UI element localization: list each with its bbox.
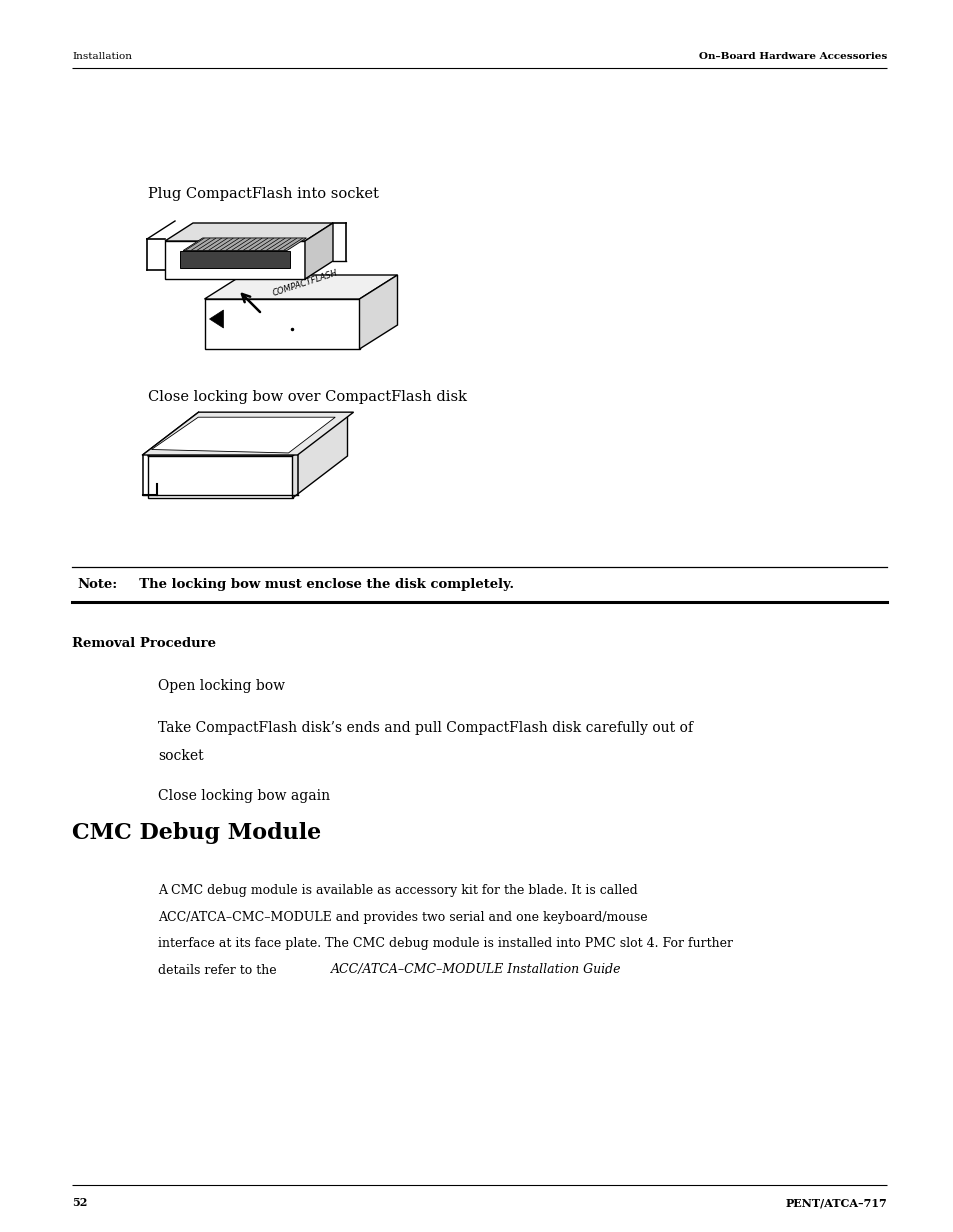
Text: COMPACTFLASH: COMPACTFLASH — [272, 269, 338, 298]
Text: Open locking bow: Open locking bow — [158, 679, 285, 692]
Text: 52: 52 — [71, 1198, 88, 1209]
Polygon shape — [165, 241, 305, 278]
Text: ACC/ATCA–CMC–MODULE Installation Guide: ACC/ATCA–CMC–MODULE Installation Guide — [331, 963, 620, 977]
Polygon shape — [148, 414, 347, 456]
Text: Note:: Note: — [77, 578, 117, 591]
Text: CMC Debug Module: CMC Debug Module — [71, 822, 321, 844]
Polygon shape — [359, 275, 397, 349]
Polygon shape — [204, 275, 397, 299]
Text: Close locking bow again: Close locking bow again — [158, 788, 330, 803]
Text: socket: socket — [158, 749, 203, 763]
Polygon shape — [165, 223, 333, 241]
Text: interface at its face plate. The CMC debug module is installed into PMC slot 4. : interface at its face plate. The CMC deb… — [158, 938, 732, 950]
Polygon shape — [183, 238, 306, 250]
Text: details refer to the: details refer to the — [158, 963, 284, 977]
Polygon shape — [293, 414, 347, 498]
Text: On–Board Hardware Accessories: On–Board Hardware Accessories — [698, 52, 886, 62]
Polygon shape — [204, 299, 359, 349]
Text: Plug CompactFlash into socket: Plug CompactFlash into socket — [148, 187, 378, 201]
Text: Take CompactFlash disk’s ends and pull CompactFlash disk carefully out of: Take CompactFlash disk’s ends and pull C… — [158, 721, 692, 736]
Polygon shape — [148, 456, 293, 498]
Text: PENT/ATCA–717: PENT/ATCA–717 — [784, 1198, 886, 1209]
Polygon shape — [152, 418, 335, 453]
Text: Close locking bow over CompactFlash disk: Close locking bow over CompactFlash disk — [148, 391, 467, 404]
Text: Removal Procedure: Removal Procedure — [71, 637, 215, 650]
Text: .: . — [603, 963, 608, 977]
Polygon shape — [180, 250, 290, 269]
Polygon shape — [305, 223, 333, 278]
Text: COMPACTFLASH: COMPACTFLASH — [207, 415, 266, 451]
Text: ACC/ATCA–CMC–MODULE and provides two serial and one keyboard/mouse: ACC/ATCA–CMC–MODULE and provides two ser… — [158, 910, 647, 924]
Polygon shape — [142, 413, 354, 455]
Polygon shape — [210, 310, 223, 328]
Text: A CMC debug module is available as accessory kit for the blade. It is called: A CMC debug module is available as acces… — [158, 885, 638, 897]
Text: The locking bow must enclose the disk completely.: The locking bow must enclose the disk co… — [130, 578, 514, 591]
Text: Installation: Installation — [71, 52, 132, 62]
